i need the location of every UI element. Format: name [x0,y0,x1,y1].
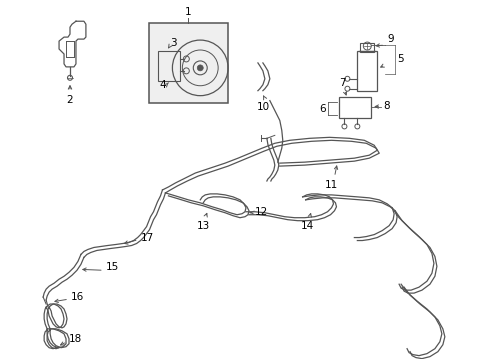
Text: 17: 17 [141,233,154,243]
Text: 2: 2 [66,95,73,105]
Bar [357,51,376,91]
Text: 9: 9 [386,34,393,44]
Text: 11: 11 [324,180,337,190]
Text: 12: 12 [254,207,267,217]
Text: 18: 18 [69,334,82,344]
Text: 3: 3 [170,38,177,48]
Text: 7: 7 [339,78,345,88]
Text: 15: 15 [105,262,119,272]
Text: 6: 6 [318,104,325,113]
Text: 13: 13 [196,221,209,231]
Text: 1: 1 [184,7,191,17]
Text: 10: 10 [256,102,269,112]
Text: 16: 16 [71,292,84,302]
Text: 14: 14 [301,221,314,231]
Circle shape [197,65,203,71]
Bar [158,51,180,81]
Bar [148,23,227,103]
Text: 5: 5 [396,54,403,64]
Bar [360,43,373,52]
Text: 4: 4 [159,80,165,90]
Text: 8: 8 [383,100,389,111]
Bar [339,96,370,118]
